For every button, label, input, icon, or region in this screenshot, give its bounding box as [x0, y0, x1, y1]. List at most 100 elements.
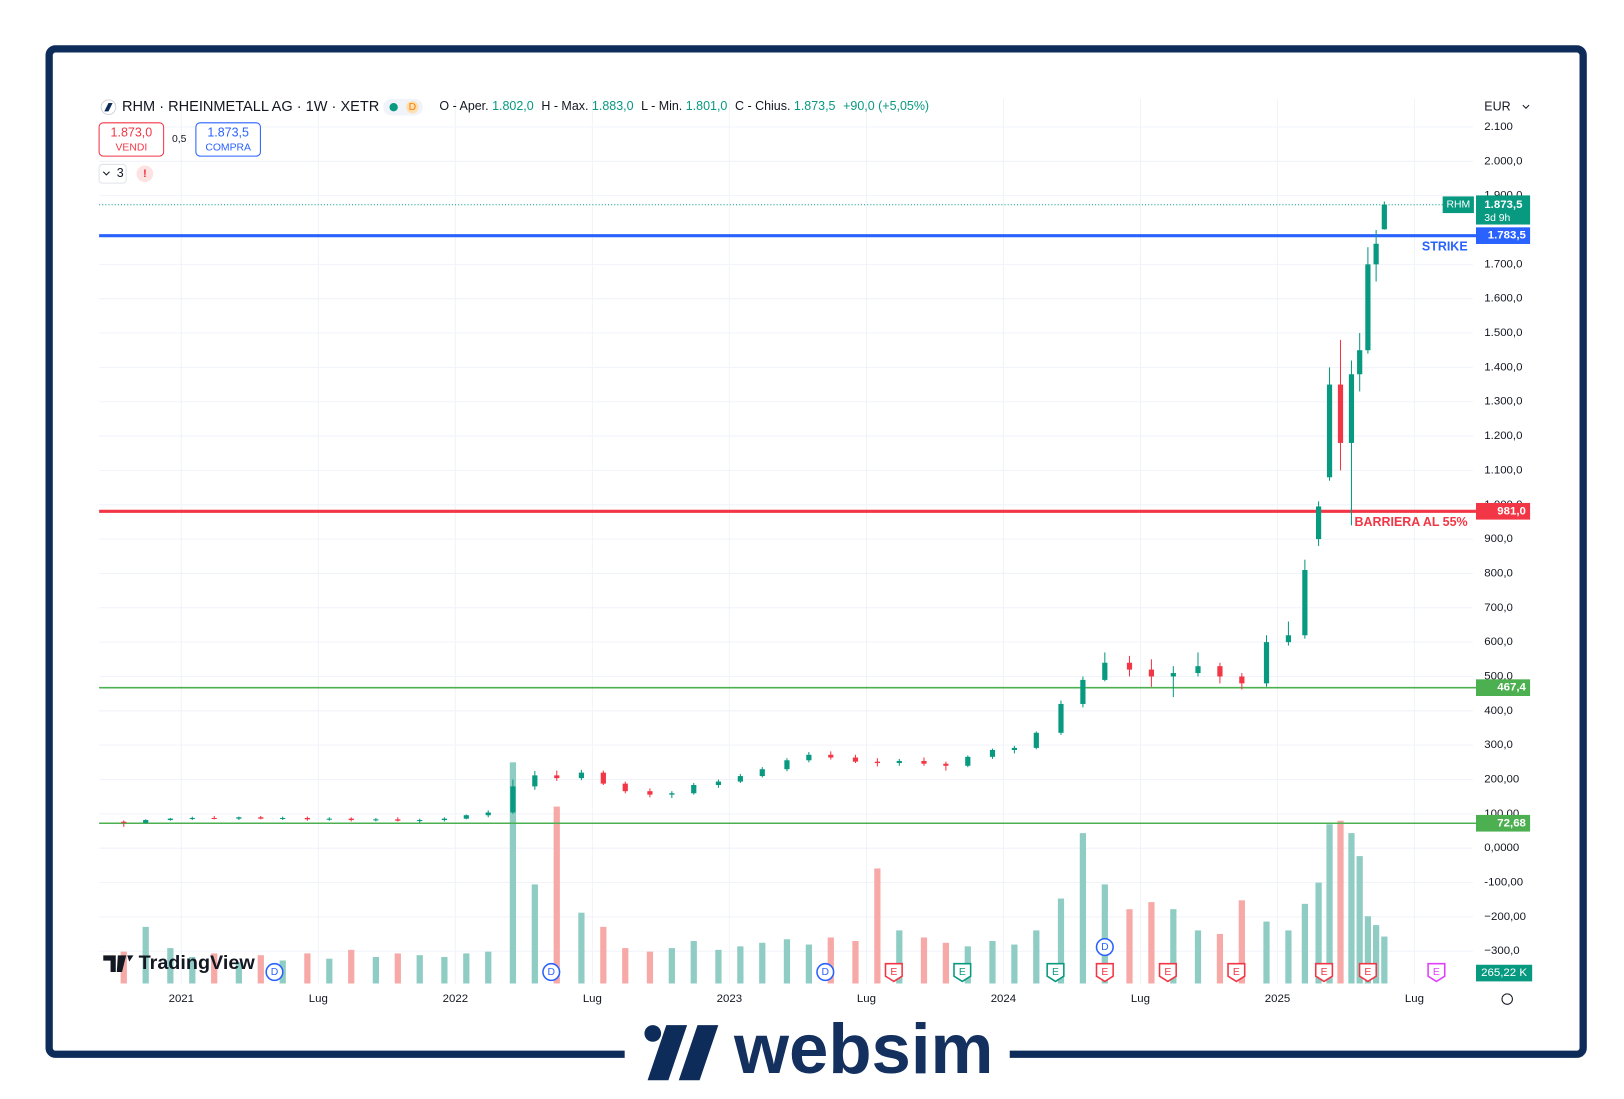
candle-body	[943, 763, 949, 766]
candle-body	[1326, 384, 1333, 478]
volume-bar	[1216, 933, 1224, 984]
event-marker	[1095, 937, 1114, 957]
candle-body	[828, 754, 834, 758]
tv-logo	[103, 955, 134, 973]
indicators-count[interactable]: 3	[117, 166, 124, 180]
ohlc-label: L - Min.	[641, 99, 682, 113]
candle-series	[121, 201, 1387, 827]
volume-bar	[622, 948, 629, 984]
candle-body	[1302, 570, 1308, 636]
x-tick-label: Lug	[1131, 993, 1150, 1005]
candle-body	[532, 775, 538, 787]
buy-label[interactable]: COMPRA	[205, 143, 251, 154]
level-label-bg	[1475, 227, 1531, 244]
volume-bar	[1170, 909, 1177, 984]
last-price-bg	[1475, 195, 1531, 225]
volume-bar	[1381, 936, 1388, 984]
x-tick-label: 2024	[991, 993, 1017, 1005]
y-tick-label: 1.200,0	[1484, 430, 1522, 442]
last-price-countdown: 3d 9h	[1484, 213, 1510, 224]
candle-body	[236, 817, 242, 819]
volume-bar	[1126, 909, 1133, 984]
volume-bar	[1301, 903, 1308, 984]
symbol-icon-glyph	[104, 103, 113, 112]
plot: 2.1002.000,01.900,01.700,01.600,01.500,0…	[99, 98, 1533, 1005]
y-tick-label: -100,00	[1484, 877, 1523, 889]
event-marker	[1046, 962, 1065, 983]
buy-button[interactable]	[195, 122, 261, 157]
event-marker	[542, 962, 561, 982]
candle-body	[1033, 732, 1039, 748]
volume-bar	[463, 953, 470, 984]
event-label: E	[1052, 967, 1059, 978]
alert[interactable]: !	[143, 168, 147, 180]
candle-body	[348, 818, 354, 821]
volume-bar	[759, 942, 766, 984]
volume-bar	[715, 949, 722, 984]
volume-bar	[827, 937, 834, 984]
sell-price[interactable]: 1.873,0	[111, 126, 153, 140]
candle-body	[989, 749, 996, 757]
candle-body	[1126, 662, 1133, 670]
sell-label[interactable]: VENDI	[115, 143, 147, 154]
x-tick-label: 2025	[1265, 993, 1290, 1005]
candle-body	[211, 817, 217, 820]
settings-icon[interactable]	[1501, 993, 1513, 1005]
x-tick-label: 2022	[443, 993, 468, 1005]
event-marker	[1427, 962, 1446, 983]
ohlc-value: 1.883,0	[592, 99, 634, 113]
event-marker	[265, 962, 284, 982]
volume-bar	[120, 951, 127, 984]
volume-bar	[257, 955, 264, 984]
volume-bar	[920, 937, 928, 984]
sell-button[interactable]	[98, 122, 165, 157]
event-label: E	[1233, 967, 1240, 978]
indicators-toggle[interactable]	[98, 163, 127, 184]
candle-body	[1011, 747, 1017, 750]
volume-bar	[394, 953, 401, 984]
x-tick-label: Lug	[309, 993, 328, 1005]
volume-bar	[304, 953, 311, 984]
event-label: E	[959, 967, 966, 978]
y-tick-label: 400,0	[1484, 705, 1513, 717]
volume-bar	[1033, 930, 1040, 984]
level-label: 981,0	[1497, 505, 1526, 517]
volume-bar	[942, 942, 950, 984]
currency-chevron[interactable]	[1522, 104, 1530, 109]
candle-body	[1217, 666, 1223, 677]
spread: 0,5	[172, 134, 187, 145]
event-label: D	[822, 967, 830, 978]
level-label: 467,4	[1497, 682, 1526, 694]
symbol-title: RHM · RHEINMETALL AG · 1W · XETR	[122, 99, 379, 115]
y-tick-label: 1.400,0	[1484, 361, 1522, 373]
volume-bar	[1285, 930, 1292, 984]
volume-label-bg	[1475, 964, 1533, 982]
buy-price[interactable]: 1.873,5	[207, 126, 249, 140]
volume-bar	[1348, 833, 1355, 984]
candle-body	[1148, 669, 1155, 677]
candle-body	[1170, 673, 1176, 677]
x-tick-label: Lug	[1405, 993, 1424, 1005]
ohlc-label: C - Chius.	[735, 99, 790, 113]
candle-body	[852, 757, 859, 762]
volume-bar	[646, 951, 654, 984]
event-label: E	[1164, 967, 1171, 978]
y-tick-label: 800,0	[1484, 567, 1513, 579]
volume-bar	[211, 953, 218, 984]
volume-bar	[326, 958, 333, 984]
watermark: TradingView	[139, 952, 256, 974]
level-label: 72,68	[1497, 817, 1526, 829]
volume-label: 265,22 K	[1481, 967, 1527, 979]
candle-body	[896, 760, 902, 764]
ohlc-label: H - Max.	[541, 99, 588, 113]
y-tick-label: 300,0	[1484, 739, 1513, 751]
indicators-chevron[interactable]	[102, 171, 110, 176]
alert-bg[interactable]	[136, 165, 154, 183]
candle-body	[1381, 204, 1387, 230]
level-label: 1.783,5	[1488, 230, 1527, 242]
volume-bar	[1057, 898, 1065, 984]
y-tick-label: 700,0	[1484, 602, 1513, 614]
volume-bar	[167, 948, 174, 984]
currency[interactable]: EUR	[1484, 99, 1510, 113]
